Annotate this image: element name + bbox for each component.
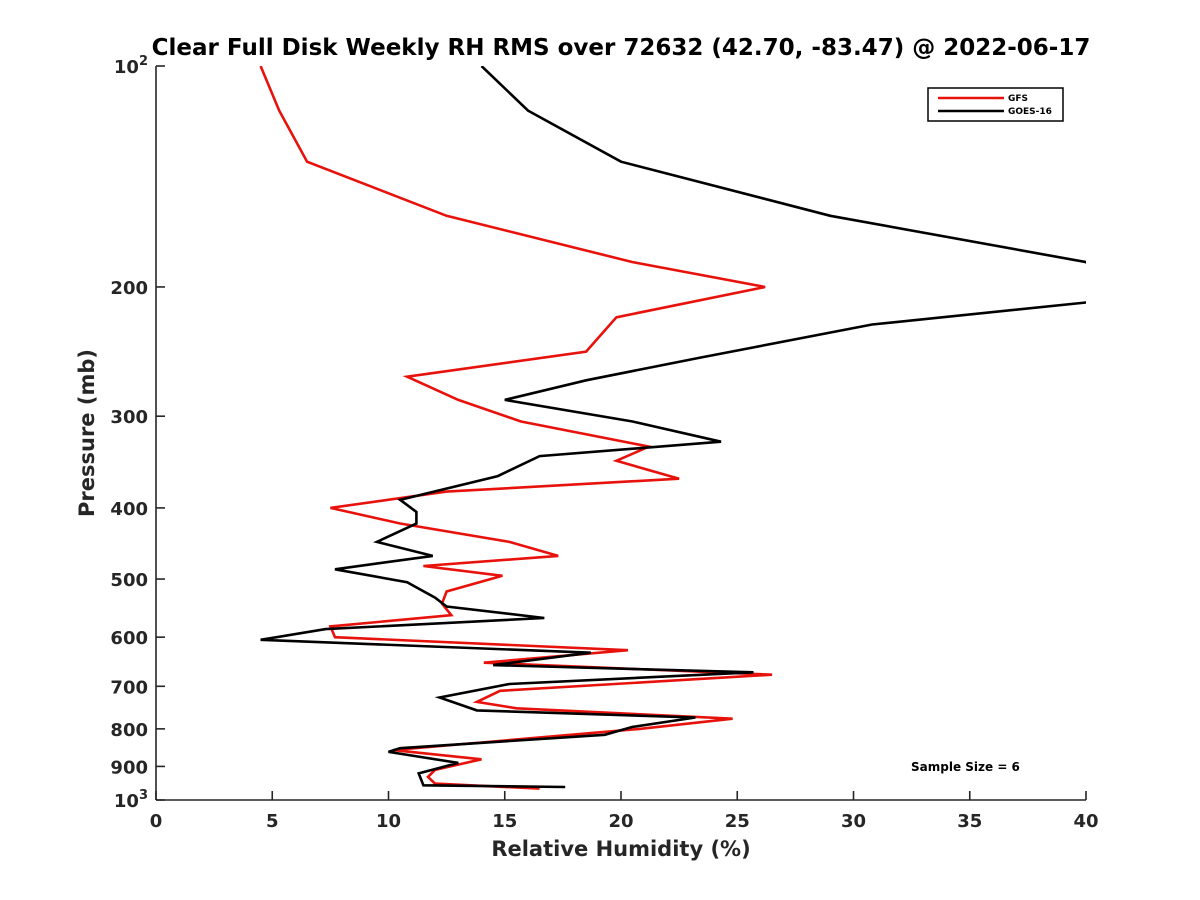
x-axis-label: Relative Humidity (%) <box>491 837 750 861</box>
sample-size-annotation: Sample Size = 6 <box>911 760 1020 774</box>
y-tick-label: 300 <box>110 407 148 428</box>
series-line-goes-16 <box>260 66 1086 789</box>
x-tick-label: 35 <box>957 811 982 832</box>
x-tick-label: 15 <box>492 811 517 832</box>
y-tick-label: 600 <box>110 628 148 649</box>
y-tick-label: 400 <box>110 499 148 520</box>
legend: GFS GOES-16 <box>927 87 1064 122</box>
y-tick-label: 200 <box>110 278 148 299</box>
y-tick-label: 900 <box>110 757 148 778</box>
chart-title: Clear Full Disk Weekly RH RMS over 72632… <box>152 35 1091 61</box>
series-line-gfs <box>259 66 773 790</box>
series-group <box>259 66 1086 790</box>
legend-label-goes-16: GOES-16 <box>1008 107 1052 117</box>
x-tick-label: 25 <box>725 811 750 832</box>
y-tick-label: 700 <box>110 677 148 698</box>
y-tick-label: 500 <box>110 570 148 591</box>
y-tick-label: 103 <box>114 788 148 812</box>
x-tick-label: 10 <box>376 811 401 832</box>
x-tick-label: 20 <box>608 811 633 832</box>
y-axis-label: Pressure (mb) <box>75 349 99 517</box>
legend-label-gfs: GFS <box>1008 94 1028 104</box>
legend-box <box>927 87 1064 122</box>
plot-axes: 0 5 10 15 20 25 30 35 40 102 200 300 400 500 600 700 800… <box>110 54 1098 832</box>
x-tick-label: 30 <box>841 811 866 832</box>
x-tick-label: 5 <box>266 811 279 832</box>
y-tick-label: 800 <box>110 720 148 741</box>
x-tick-label: 0 <box>150 811 163 832</box>
x-tick-label: 40 <box>1073 811 1098 832</box>
y-tick-label: 102 <box>114 54 148 78</box>
